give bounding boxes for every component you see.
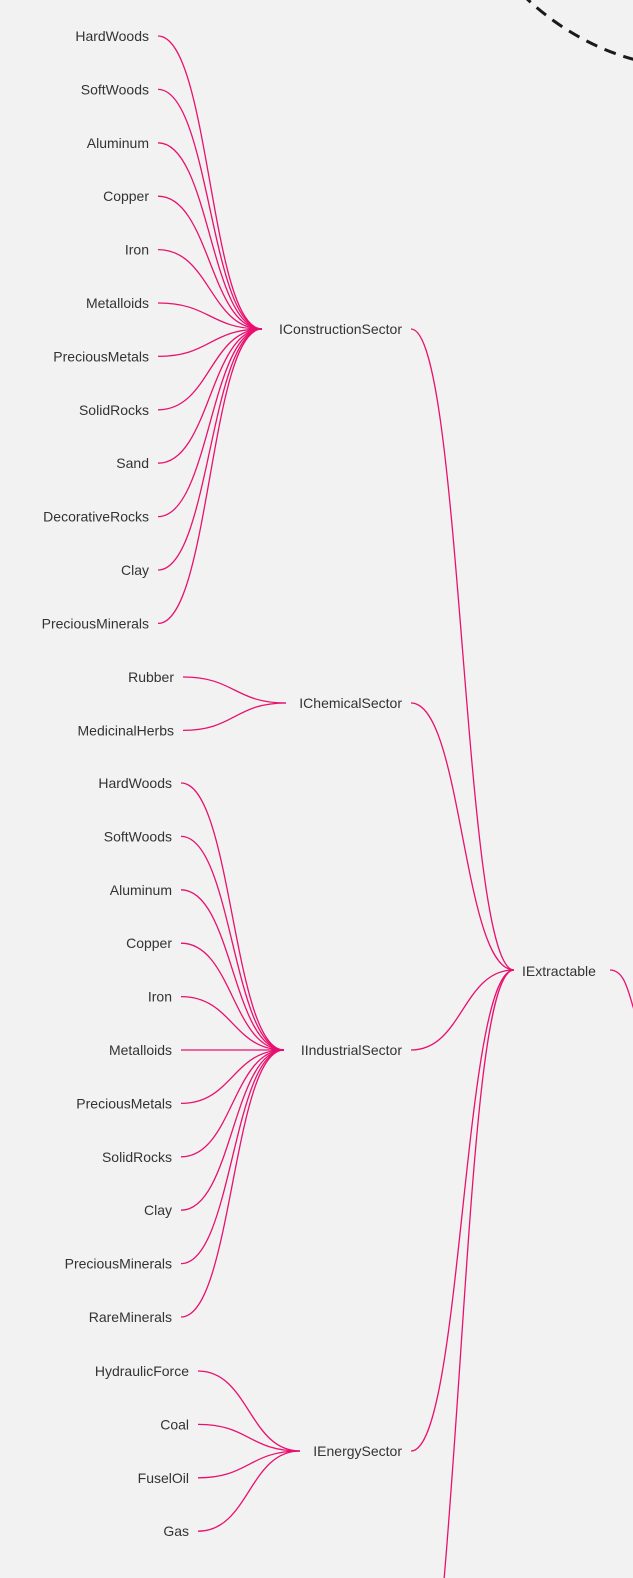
link-iindustrial-sector-soft-woods xyxy=(180,835,285,1051)
link-iconstruction-sector-copper xyxy=(157,195,263,330)
link-iconstruction-sector-soft-woods xyxy=(157,88,263,330)
link-ichemical-sector-to-root xyxy=(410,702,515,971)
leaf-label-precious-minerals: PreciousMinerals xyxy=(65,1256,172,1272)
leaf-label-soft-woods: SoftWoods xyxy=(81,81,149,97)
group-label-iindustrial-sector: IIndustrialSector xyxy=(301,1042,402,1058)
link-root-lower-branch xyxy=(443,969,515,1578)
group-label-ienergy-sector: IEnergySector xyxy=(313,1443,402,1459)
leaf-label-iron: Iron xyxy=(125,242,149,258)
link-ienergy-sector-to-root xyxy=(410,969,515,1452)
link-iindustrial-sector-precious-metals xyxy=(180,1049,285,1105)
link-iindustrial-sector-iron xyxy=(180,995,285,1051)
link-iconstruction-sector-precious-minerals xyxy=(157,328,263,625)
link-iconstruction-sector-hard-woods xyxy=(157,35,263,330)
leaf-label-decorative-rocks: DecorativeRocks xyxy=(43,509,149,525)
link-iindustrial-sector-clay xyxy=(180,1049,285,1211)
link-ichemical-sector-rubber xyxy=(182,676,287,704)
leaf-label-copper: Copper xyxy=(126,935,172,951)
link-iindustrial-sector-precious-minerals xyxy=(180,1049,285,1265)
group-label-ichemical-sector: IChemicalSector xyxy=(299,695,402,711)
leaf-label-coal: Coal xyxy=(160,1416,189,1432)
leaf-label-clay: Clay xyxy=(144,1202,172,1218)
link-iconstruction-sector-sand xyxy=(157,328,263,464)
leaf-label-soft-woods: SoftWoods xyxy=(104,828,172,844)
leaf-label-hard-woods: HardWoods xyxy=(75,28,149,44)
leaf-label-iron: Iron xyxy=(148,989,172,1005)
link-iconstruction-sector-solid-rocks xyxy=(157,328,263,411)
leaf-label-sand: Sand xyxy=(116,455,149,471)
root-node-label: IExtractable xyxy=(522,963,596,979)
link-iconstruction-sector-metalloids xyxy=(157,302,263,330)
link-iindustrial-sector-hard-woods xyxy=(180,782,285,1051)
leaf-label-precious-metals: PreciousMetals xyxy=(53,348,149,364)
link-iconstruction-sector-precious-metals xyxy=(157,328,263,358)
leaf-label-solid-rocks: SolidRocks xyxy=(102,1149,172,1165)
link-iindustrial-sector-rare-minerals xyxy=(180,1049,285,1318)
link-iconstruction-sector-aluminum xyxy=(157,142,263,330)
link-iconstruction-sector-to-root xyxy=(410,328,515,971)
leaf-label-aluminum: Aluminum xyxy=(110,882,172,898)
link-iconstruction-sector-clay xyxy=(157,328,263,571)
link-ienergy-sector-coal xyxy=(197,1423,301,1452)
leaf-label-rare-minerals: RareMinerals xyxy=(89,1309,172,1325)
leaf-label-solid-rocks: SolidRocks xyxy=(79,402,149,418)
leaf-label-copper: Copper xyxy=(103,188,149,204)
leaf-label-rubber: Rubber xyxy=(128,669,174,685)
tree-labels: IExtractable HardWoods SoftWoods Aluminum C… xyxy=(42,28,597,1539)
link-iindustrial-sector-copper xyxy=(180,942,285,1051)
link-iindustrial-sector-solid-rocks xyxy=(180,1049,285,1158)
dashed-arc xyxy=(526,0,633,61)
leaf-label-hard-woods: HardWoods xyxy=(98,775,172,791)
link-ienergy-sector-fusel-oil xyxy=(197,1450,301,1479)
leaf-label-hydraulic-force: HydraulicForce xyxy=(95,1363,189,1379)
link-ichemical-sector-medicinal-herbs xyxy=(182,702,287,732)
link-iindustrial-sector-to-root xyxy=(410,969,515,1051)
link-iconstruction-sector-iron xyxy=(157,248,263,330)
leaf-label-medicinal-herbs: MedicinalHerbs xyxy=(78,722,174,738)
link-ienergy-sector-hydraulic-force xyxy=(197,1370,301,1452)
leaf-label-gas: Gas xyxy=(163,1523,189,1539)
leaf-label-precious-metals: PreciousMetals xyxy=(76,1095,172,1111)
leaf-label-fusel-oil: FuselOil xyxy=(138,1470,189,1486)
link-ienergy-sector-gas xyxy=(197,1450,301,1532)
link-iconstruction-sector-decorative-rocks xyxy=(157,328,263,518)
link-iindustrial-sector-aluminum xyxy=(180,889,285,1051)
leaf-label-aluminum: Aluminum xyxy=(87,135,149,151)
leaf-label-clay: Clay xyxy=(121,562,149,578)
leaf-label-metalloids: Metalloids xyxy=(86,295,149,311)
group-label-iconstruction-sector: IConstructionSector xyxy=(279,321,402,337)
leaf-label-precious-minerals: PreciousMinerals xyxy=(42,615,149,631)
leaf-label-metalloids: Metalloids xyxy=(109,1042,172,1058)
tree-links xyxy=(157,35,633,1578)
